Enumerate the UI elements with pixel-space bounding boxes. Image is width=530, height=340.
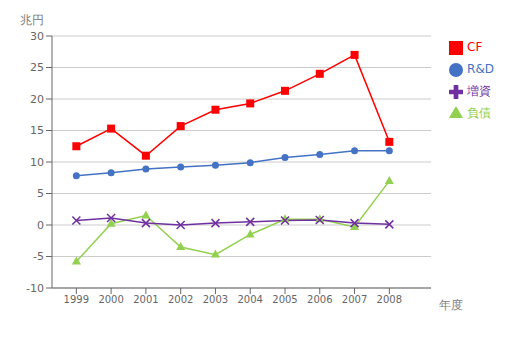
svg-text:20: 20 xyxy=(30,93,44,106)
svg-text:2005: 2005 xyxy=(272,294,297,305)
svg-text:2003: 2003 xyxy=(203,294,228,305)
html-text:R&D: R&D xyxy=(467,62,494,76)
svg-text:25: 25 xyxy=(30,61,44,74)
svg-text:15: 15 xyxy=(30,124,44,137)
svg-text:1999: 1999 xyxy=(64,294,89,305)
svg-text:30: 30 xyxy=(30,30,44,43)
html-text:増資: 増資 xyxy=(467,84,492,98)
svg-text:2006: 2006 xyxy=(307,294,332,305)
html-text:負債: 負債 xyxy=(467,106,492,120)
svg-text:2001: 2001 xyxy=(133,294,158,305)
svg-text:-10: -10 xyxy=(26,282,44,295)
svg-text:兆円: 兆円 xyxy=(20,13,44,27)
svg-text:2002: 2002 xyxy=(168,294,193,305)
svg-text:2000: 2000 xyxy=(98,294,123,305)
svg-text:2008: 2008 xyxy=(377,294,402,305)
svg-text:2004: 2004 xyxy=(237,294,262,305)
svg-text:5: 5 xyxy=(37,187,44,200)
svg-text:0: 0 xyxy=(37,219,44,232)
svg-text:年度: 年度 xyxy=(439,298,463,312)
html-text:CF: CF xyxy=(467,40,483,54)
svg-text:10: 10 xyxy=(30,156,44,169)
svg-text:-5: -5 xyxy=(33,250,44,263)
svg-text:2007: 2007 xyxy=(342,294,367,305)
